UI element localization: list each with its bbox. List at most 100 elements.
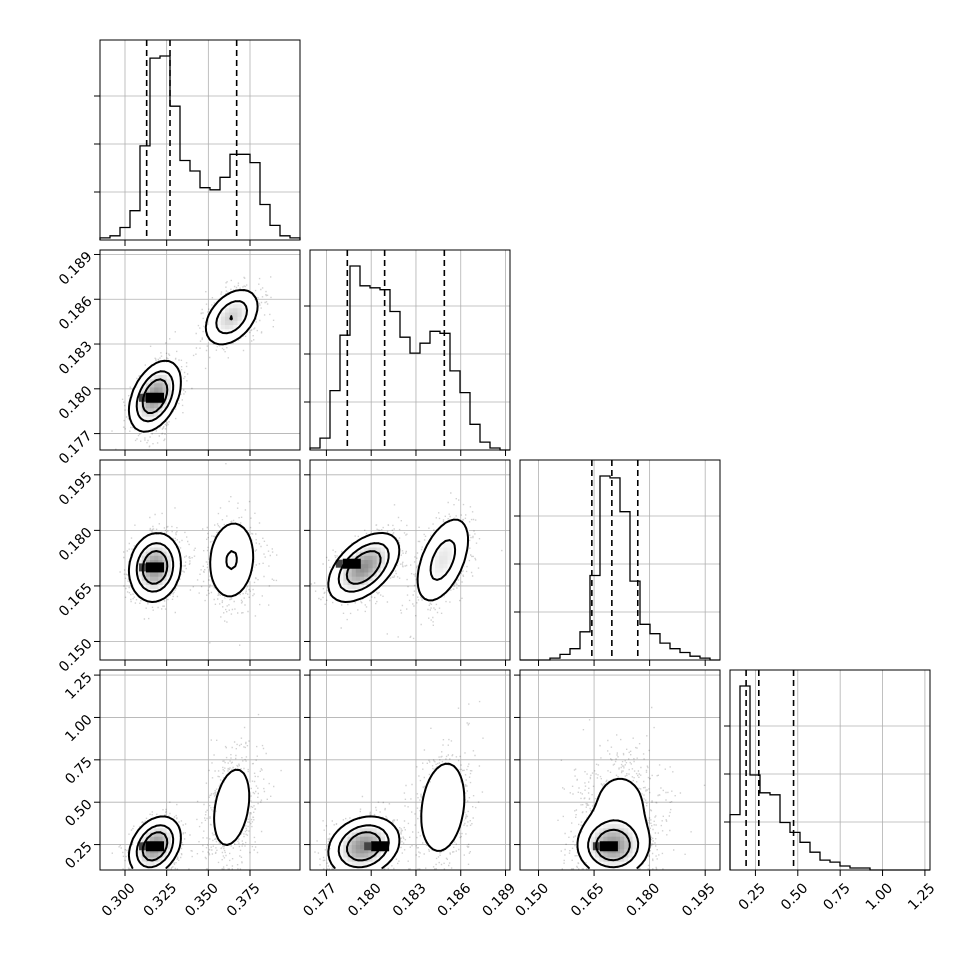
x-tick-label: 0.75 bbox=[820, 880, 853, 913]
density-bin bbox=[595, 811, 600, 817]
density-bin bbox=[229, 564, 234, 569]
density-bin bbox=[347, 861, 353, 867]
density-bin bbox=[225, 337, 230, 343]
panel-2-1 bbox=[304, 459, 511, 666]
density-bin bbox=[241, 564, 247, 569]
density-bin bbox=[645, 828, 650, 833]
density-bin bbox=[380, 560, 386, 565]
density-bin bbox=[603, 786, 608, 792]
density-bin bbox=[430, 807, 436, 813]
density-bin bbox=[347, 832, 353, 838]
density-bin bbox=[233, 320, 238, 326]
density-bin bbox=[137, 828, 143, 833]
density-bin bbox=[237, 576, 243, 582]
density-bin bbox=[447, 799, 453, 804]
density-bin bbox=[335, 857, 340, 863]
density-bin bbox=[447, 535, 453, 540]
density-bin bbox=[335, 849, 340, 854]
density-bin bbox=[389, 539, 394, 544]
density-bin bbox=[343, 576, 348, 582]
density-bin bbox=[220, 811, 226, 817]
density-bin bbox=[439, 840, 444, 846]
density-bin bbox=[154, 572, 159, 578]
density-bin bbox=[339, 845, 344, 850]
density-bin bbox=[360, 568, 365, 573]
density-bin bbox=[150, 853, 155, 858]
density-bin bbox=[599, 820, 604, 825]
density-bin bbox=[347, 568, 353, 573]
density-bin bbox=[393, 547, 398, 553]
density-bin bbox=[150, 408, 155, 413]
density-bin bbox=[237, 770, 243, 775]
density-bin bbox=[418, 568, 423, 573]
density-bin bbox=[426, 543, 432, 548]
density-bin bbox=[220, 312, 226, 318]
density-bin bbox=[376, 828, 382, 833]
density-bin bbox=[426, 572, 432, 578]
histogram-2 bbox=[520, 475, 720, 661]
y-tick-label: 0.75 bbox=[62, 754, 95, 787]
density-bin bbox=[422, 585, 428, 590]
density-bin bbox=[162, 853, 168, 858]
density-bin bbox=[241, 291, 247, 297]
density-bin bbox=[430, 786, 436, 792]
density-bin bbox=[154, 547, 159, 553]
density-bin bbox=[590, 853, 596, 858]
density-bin bbox=[170, 849, 176, 854]
density-bin bbox=[372, 865, 378, 870]
density-bin bbox=[586, 832, 592, 838]
density-bin bbox=[133, 404, 138, 409]
density-bin bbox=[220, 836, 226, 842]
density-bin bbox=[422, 564, 428, 569]
density-bin bbox=[158, 572, 163, 578]
density-bin bbox=[426, 799, 432, 804]
density-bin bbox=[351, 832, 357, 838]
density-bin bbox=[439, 535, 444, 540]
density-bin bbox=[426, 786, 432, 792]
density-bin bbox=[175, 560, 180, 565]
density-bin bbox=[455, 530, 461, 536]
density-bin bbox=[628, 807, 633, 813]
density-bin bbox=[628, 811, 633, 817]
density-bin bbox=[216, 320, 222, 326]
density-bin bbox=[233, 522, 238, 528]
density-bin bbox=[220, 589, 226, 594]
density-bin bbox=[447, 815, 453, 821]
density-bin bbox=[393, 845, 398, 850]
density-bin bbox=[229, 799, 234, 804]
density-bin bbox=[225, 795, 230, 800]
density-bin bbox=[220, 304, 226, 309]
density-bin bbox=[590, 815, 596, 821]
density-bin bbox=[443, 786, 448, 792]
density-bin bbox=[229, 312, 234, 318]
density-bin bbox=[133, 547, 138, 553]
density-bin bbox=[237, 560, 243, 565]
panel-frame bbox=[99, 39, 301, 241]
density-bin bbox=[451, 815, 457, 821]
density-bin bbox=[393, 849, 398, 854]
density-bin bbox=[355, 576, 361, 582]
density-bin bbox=[216, 795, 222, 800]
density-bin bbox=[216, 572, 222, 578]
density-bin bbox=[212, 576, 218, 582]
density-bin bbox=[620, 853, 625, 858]
density-bin bbox=[435, 543, 440, 548]
density-bin bbox=[368, 589, 373, 594]
x-tick-label: 0.300 bbox=[99, 880, 139, 920]
density-bin bbox=[335, 585, 340, 590]
density-bin bbox=[360, 547, 365, 553]
density-bin bbox=[133, 840, 138, 846]
x-tick-label: 0.165 bbox=[568, 880, 608, 920]
density-bin bbox=[364, 836, 369, 842]
density-bin bbox=[607, 786, 613, 792]
density-bin bbox=[335, 576, 340, 582]
density-bin bbox=[170, 824, 176, 829]
density-bin bbox=[330, 845, 336, 850]
density-bin bbox=[229, 530, 234, 536]
density-bin bbox=[237, 580, 243, 586]
density-bin bbox=[393, 828, 398, 833]
density-bin bbox=[439, 765, 444, 771]
density-bin bbox=[451, 786, 457, 792]
density-bin bbox=[426, 576, 432, 582]
density-bin bbox=[216, 560, 222, 565]
